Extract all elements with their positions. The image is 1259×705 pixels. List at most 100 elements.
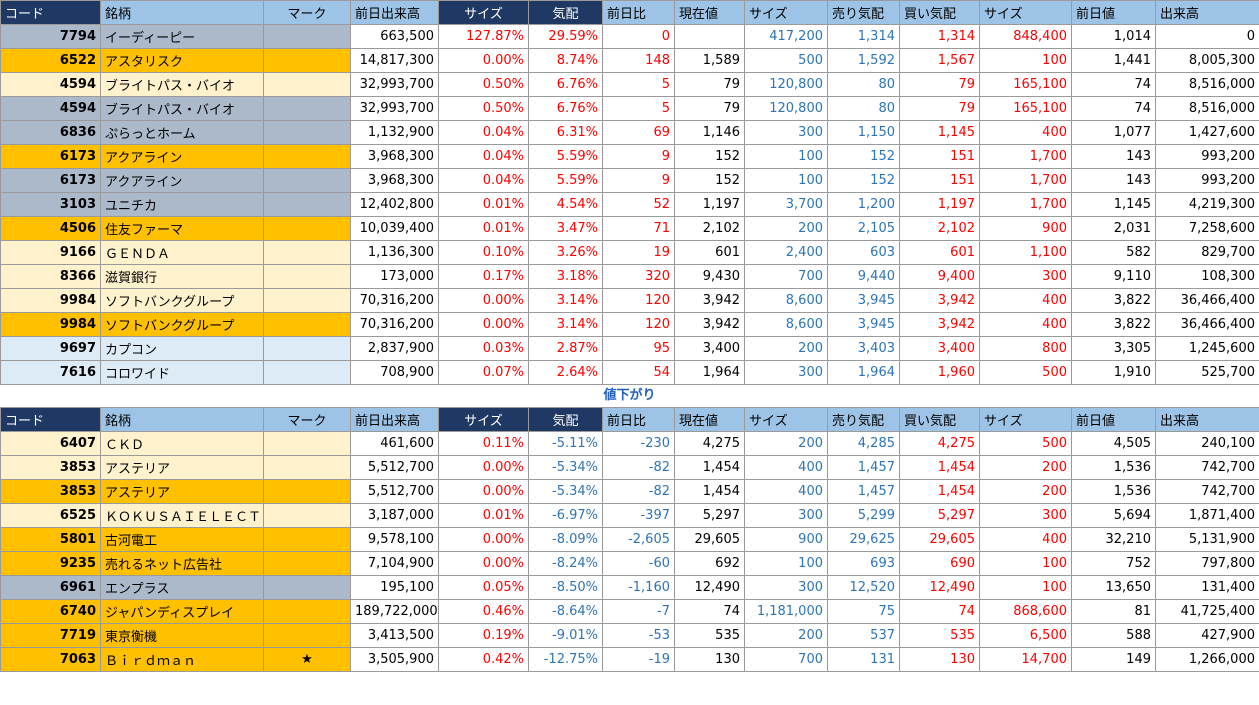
table-row[interactable]: 3853 アステリア 5,512,700 0.00% -5.34% -82 1,454 400… bbox=[0, 455, 1259, 480]
cell-code: 8366 bbox=[0, 264, 101, 289]
cell-size-1: 0.04% bbox=[438, 120, 529, 145]
table-row[interactable]: 7063 Ｂｉｒｄｍａｎ ★ 3,505,900 0.42% -12.75% -19 130 7… bbox=[0, 647, 1259, 672]
cell-size-2: 500 bbox=[744, 48, 828, 73]
cell-size-2: 100 bbox=[744, 144, 828, 169]
table-row[interactable]: 9166 ＧＥＮＤＡ 1,136,300 0.10% 3.26% 19 601 2,400 60… bbox=[0, 240, 1259, 265]
cell-change: 54 bbox=[602, 360, 675, 385]
cell-prev-volume: 2,837,900 bbox=[350, 336, 439, 361]
cell-ask: 1,457 bbox=[827, 455, 900, 480]
cell-ask: 75 bbox=[827, 599, 900, 624]
cell-name: アステリア bbox=[100, 479, 264, 504]
cell-volume: 5,131,900 bbox=[1155, 527, 1259, 552]
table-row[interactable]: 6961 エンプラス 195,100 0.05% -8.50% -1,160 12,490 3… bbox=[0, 575, 1259, 600]
cell-prev-close: 149 bbox=[1071, 647, 1156, 672]
cell-prev-close: 9,110 bbox=[1071, 264, 1156, 289]
cell-change: -53 bbox=[602, 623, 675, 648]
cell-size-3: 100 bbox=[979, 575, 1072, 600]
cell-mark bbox=[263, 120, 351, 145]
cell-prev-close: 1,441 bbox=[1071, 48, 1156, 73]
cell-code: 9166 bbox=[0, 240, 101, 265]
table-row[interactable]: 6525ＫＯＫＵＳＡＩＥＬＥＣＴＲＩＣ 3,187,0000.01%-6.97%-… bbox=[0, 503, 1259, 528]
table-row[interactable]: 9697 カプコン 2,837,900 0.03% 2.87% 95 3,400 200 3,4… bbox=[0, 336, 1259, 361]
cell-prev-close: 4,505 bbox=[1071, 431, 1156, 456]
cell-code: 6836 bbox=[0, 120, 101, 145]
header-size-2: サイズ bbox=[744, 407, 828, 432]
cell-change: -82 bbox=[602, 479, 675, 504]
cell-prev-volume: 10,039,400 bbox=[350, 216, 439, 241]
cell-size-1: 0.19% bbox=[438, 623, 529, 648]
cell-quote: 5.59% bbox=[528, 144, 603, 169]
cell-prev-volume: 5,512,700 bbox=[350, 479, 439, 504]
table-row[interactable]: 4594 ブライトパス・バイオ 32,993,700 0.50% 6.76% 5 79 120… bbox=[0, 72, 1259, 97]
cell-ask: 29,625 bbox=[827, 527, 900, 552]
cell-size-2: 417,200 bbox=[744, 24, 828, 49]
table-row[interactable]: 6522 アスタリスク 14,817,300 0.00% 8.74% 148 1,589 50… bbox=[0, 48, 1259, 73]
cell-prev-close: 582 bbox=[1071, 240, 1156, 265]
table-row[interactable]: 6407 ＣＫＤ 461,600 0.11% -5.11% -230 4,275 200 4,2… bbox=[0, 431, 1259, 456]
header-volume: 出来高 bbox=[1155, 407, 1259, 432]
cell-code: 3853 bbox=[0, 455, 101, 480]
cell-size-3: 200 bbox=[979, 479, 1072, 504]
cell-price: 1,964 bbox=[674, 360, 745, 385]
header-quote: 気配 bbox=[528, 0, 603, 25]
table-row[interactable]: 6173 アクアライン 3,968,300 0.04% 5.59% 9 152 100 152 1… bbox=[0, 168, 1259, 193]
table-row[interactable]: 6173 アクアライン 3,968,300 0.04% 5.59% 9 152 100 152 1… bbox=[0, 144, 1259, 169]
table-row[interactable]: 7616 コロワイド 708,900 0.07% 2.64% 54 1,964 300 1,96… bbox=[0, 360, 1259, 385]
cell-quote: -5.34% bbox=[528, 455, 603, 480]
cell-bid: 2,102 bbox=[899, 216, 980, 241]
cell-ask: 152 bbox=[827, 144, 900, 169]
cell-volume: 742,700 bbox=[1155, 455, 1259, 480]
cell-bid: 1,197 bbox=[899, 192, 980, 217]
cell-code: 6522 bbox=[0, 48, 101, 73]
cell-bid: 690 bbox=[899, 551, 980, 576]
table-row[interactable]: 8366 滋賀銀行 173,000 0.17% 3.18% 320 9,430 700 9,44… bbox=[0, 264, 1259, 289]
table-row[interactable]: 9235 売れるネット広告社 7,104,900 0.00% -8.24% -60 692 1… bbox=[0, 551, 1259, 576]
cell-volume: 797,800 bbox=[1155, 551, 1259, 576]
cell-size-3: 500 bbox=[979, 431, 1072, 456]
cell-change: 120 bbox=[602, 288, 675, 313]
cell-size-2: 200 bbox=[744, 336, 828, 361]
cell-ask: 1,592 bbox=[827, 48, 900, 73]
cell-bid: 3,942 bbox=[899, 312, 980, 337]
cell-size-1: 0.04% bbox=[438, 168, 529, 193]
cell-size-3: 100 bbox=[979, 551, 1072, 576]
table-row[interactable]: 5801 古河電工 9,578,100 0.00% -8.09% -2,605 29,605… bbox=[0, 527, 1259, 552]
cell-code: 9235 bbox=[0, 551, 101, 576]
cell-price: 3,400 bbox=[674, 336, 745, 361]
table-row[interactable]: 9984 ソフトバンクグループ 70,316,200 0.00% 3.14% 120 3,9… bbox=[0, 312, 1259, 337]
cell-name: ぷらっとホーム bbox=[100, 120, 264, 145]
cell-size-3: 300 bbox=[979, 264, 1072, 289]
cell-name: 住友ファーマ bbox=[100, 216, 264, 241]
table-row[interactable]: 7719 東京衡機 3,413,500 0.19% -9.01% -53 535 200 537… bbox=[0, 623, 1259, 648]
table-row[interactable]: 7794 イーディーピー 663,500 127.87% 29.59% 0 417,200 1… bbox=[0, 24, 1259, 49]
cell-size-2: 400 bbox=[744, 479, 828, 504]
cell-change: 5 bbox=[602, 96, 675, 121]
header-volume: 出来高 bbox=[1155, 0, 1259, 25]
cell-name: ブライトパス・バイオ bbox=[100, 96, 264, 121]
cell-size-3: 400 bbox=[979, 120, 1072, 145]
table-row[interactable]: 3103 ユニチカ 12,402,800 0.01% 4.54% 52 1,197 3,700… bbox=[0, 192, 1259, 217]
table-row[interactable]: 9984 ソフトバンクグループ 70,316,200 0.00% 3.14% 120 3,9… bbox=[0, 288, 1259, 313]
table-row[interactable]: 4506 住友ファーマ 10,039,400 0.01% 3.47% 71 2,102 200… bbox=[0, 216, 1259, 241]
cell-name: イーディーピー bbox=[100, 24, 264, 49]
table-row[interactable]: 4594 ブライトパス・バイオ 32,993,700 0.50% 6.76% 5 79 120… bbox=[0, 96, 1259, 121]
table-row[interactable]: 6836 ぷらっとホーム 1,132,900 0.04% 6.31% 69 1,146 300… bbox=[0, 120, 1259, 145]
cell-bid: 4,275 bbox=[899, 431, 980, 456]
cell-volume: 1,245,600 bbox=[1155, 336, 1259, 361]
cell-bid: 1,314 bbox=[899, 24, 980, 49]
table-row[interactable]: 3853 アステリア 5,512,700 0.00% -5.34% -82 1,454 400… bbox=[0, 479, 1259, 504]
table-row[interactable]: 6740 ジャパンディスプレイ 189,722,000 0.46% -8.64% -7 74… bbox=[0, 599, 1259, 624]
cell-size-3: 1,700 bbox=[979, 192, 1072, 217]
cell-change: 0 bbox=[602, 24, 675, 49]
cell-mark bbox=[263, 72, 351, 97]
cell-change: 148 bbox=[602, 48, 675, 73]
cell-change: -60 bbox=[602, 551, 675, 576]
cell-mark bbox=[263, 527, 351, 552]
cell-price: 4,275 bbox=[674, 431, 745, 456]
cell-prev-close: 1,536 bbox=[1071, 479, 1156, 504]
cell-size-3: 1,100 bbox=[979, 240, 1072, 265]
cell-size-1: 0.01% bbox=[438, 503, 529, 528]
cell-name: Ｂｉｒｄｍａｎ bbox=[100, 647, 264, 672]
cell-name: アクアライン bbox=[100, 168, 264, 193]
cell-mark bbox=[263, 479, 351, 504]
